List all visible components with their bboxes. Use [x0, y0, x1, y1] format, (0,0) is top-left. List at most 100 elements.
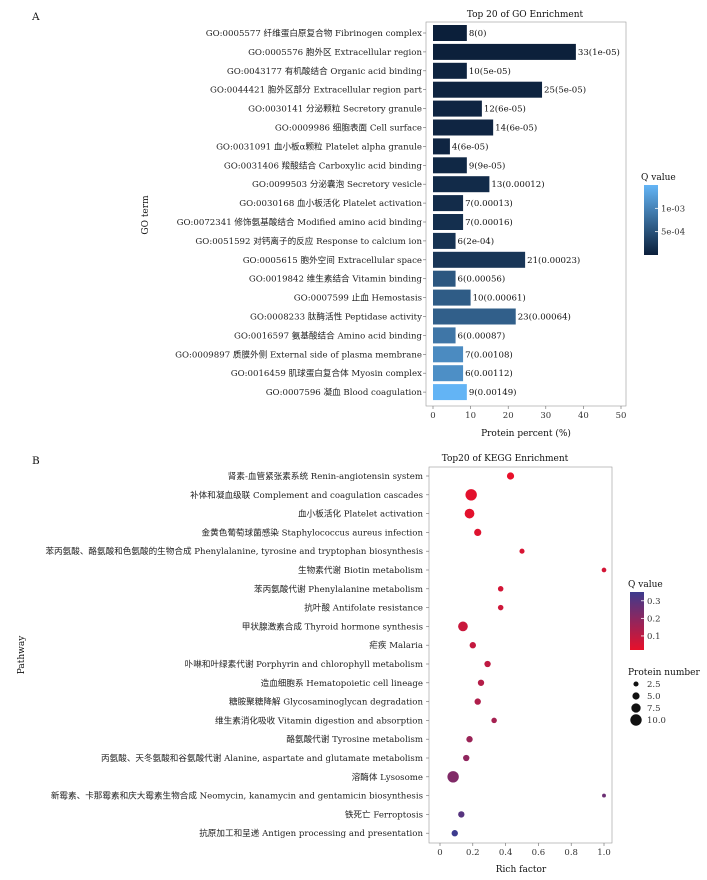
- go-term-label: GO:0019842 维生素结合 Vitamin binding: [249, 273, 423, 285]
- go-bar: [433, 62, 467, 79]
- go-term-label: GO:0099503 分泌囊泡 Secretory vesicle: [252, 178, 422, 190]
- kegg-legend: Q value Protein number 0.3 0.2 0.1 2.5 5.0 7.…: [628, 580, 700, 726]
- kegg-point: [519, 548, 525, 554]
- go-bar-label: 6(0.00056): [458, 274, 506, 285]
- kegg-point: [506, 472, 515, 480]
- go-bar: [433, 214, 464, 230]
- go-term-label: GO:0005577 纤维蛋白原复合物 Fibrinogen complex: [206, 27, 422, 39]
- go-bar-label: 21(0.00023): [527, 255, 580, 266]
- kegg-point: [458, 811, 465, 818]
- go-bar-label: 8(0): [469, 28, 487, 39]
- go-bar-label: 25(5e-05): [544, 85, 586, 96]
- go-bar: [433, 346, 464, 363]
- go-bar: [433, 384, 467, 401]
- kegg-x-tick-label: 0: [437, 848, 442, 858]
- panel-label-b: B: [32, 455, 40, 467]
- kegg-x-tick-label: 0.2: [466, 848, 480, 858]
- go-bar-label: 9(9e-05): [469, 160, 506, 171]
- kegg-pathway-label: 金黄色葡萄球菌感染 Staphylococcus aureus infectio…: [202, 526, 424, 538]
- go-term-label: GO:0031406 羧酸结合 Carboxylic acid binding: [224, 159, 423, 171]
- go-legend-tick-label: 1e-03: [661, 204, 685, 214]
- kegg-point: [497, 604, 504, 611]
- kegg-pathway-label: 铁死亡 Ferroptosis: [345, 808, 423, 820]
- kegg-pathway-label: 苯丙氨酸、酪氨酸和色氨酸的生物合成 Phenylalanine, tyrosin…: [45, 545, 423, 557]
- go-bar: [433, 327, 456, 344]
- kegg-pathway-label: 甲状腺激素合成 Thyroid hormone synthesis: [242, 620, 423, 632]
- kegg-pathway-label: 维生素消化吸收 Vitamin digestion and absorption: [215, 714, 423, 726]
- go-bar: [433, 289, 471, 306]
- kegg-point: [474, 698, 481, 705]
- kegg-x-tick-label: 0.8: [564, 848, 578, 858]
- go-x-tick-label: 0: [430, 411, 435, 421]
- kegg-legend-tick-label: 0.3: [647, 597, 661, 607]
- go-bar: [433, 270, 456, 287]
- panel-label-a: A: [31, 11, 40, 23]
- kegg-point: [458, 621, 468, 632]
- kegg-point: [466, 736, 473, 743]
- kegg-pathway-label: 抗原加工和呈递 Antigen processing and presentat…: [199, 827, 423, 839]
- go-bar-label: 23(0.00064): [518, 312, 571, 323]
- go-bar: [433, 81, 543, 98]
- kegg-point: [447, 771, 459, 783]
- kegg-size-legend-dot: [633, 681, 639, 687]
- kegg-pathway-label: 苯丙氨酸代谢 Phenylalanine metabolism: [254, 583, 423, 595]
- go-bar-label: 7(0.00016): [465, 217, 513, 228]
- go-x-axis-title: Protein percent (%): [481, 428, 571, 439]
- kegg-point: [451, 830, 458, 837]
- go-plot-panel: [425, 21, 627, 407]
- go-x-tick-label: 20: [503, 411, 514, 421]
- kegg-size-legend-dot: [630, 714, 642, 726]
- go-term-label: GO:0030168 血小板活化 Platelet activation: [239, 197, 422, 209]
- go-bar: [433, 232, 456, 249]
- go-bar: [433, 195, 464, 212]
- go-y-axis-title: GO term: [141, 195, 151, 235]
- go-qvalue-legend: Q value 1e-03 5e-04: [641, 173, 685, 255]
- kegg-point: [464, 508, 475, 519]
- go-bar: [433, 138, 450, 155]
- go-x-tick-label: 10: [465, 411, 476, 421]
- go-legend-tick-label: 5e-04: [661, 228, 685, 238]
- go-term-label: GO:0007596 凝血 Blood coagulation: [266, 386, 423, 398]
- go-term-label: GO:0016597 氨基酸结合 Amino acid binding: [234, 329, 423, 341]
- kegg-x-tick-label: 0.4: [499, 848, 513, 858]
- go-x-tick-label: 50: [616, 411, 627, 421]
- go-x-tick-label: 40: [578, 411, 589, 421]
- go-legend-colorbar: [644, 185, 658, 255]
- kegg-pathway-label: 卟啉和叶绿素代谢 Porphyrin and chlorophyll metab…: [185, 658, 423, 670]
- kegg-size-legend-dot: [631, 703, 641, 713]
- go-term-label: GO:0005615 胞外空间 Extracellular space: [243, 254, 422, 266]
- kegg-size-legend-label: 7.5: [647, 704, 661, 714]
- go-term-label: GO:0072341 修饰氨基酸结合 Modified amino acid b…: [177, 216, 423, 228]
- go-term-label: GO:0007599 止血 Hemostasis: [294, 292, 422, 304]
- go-bar: [433, 119, 494, 136]
- kegg-pathway-label: 抗叶酸 Antifolate resistance: [304, 602, 423, 614]
- kegg-y-axis-title: Pathway: [17, 635, 27, 674]
- kegg-point: [491, 717, 497, 724]
- kegg-pathway-label: 丙氨酸、天冬氨酸和谷氨酸代谢 Alanine, aspartate and gl…: [101, 752, 423, 764]
- kegg-chart-title: Top20 of KEGG Enrichment: [442, 454, 569, 464]
- kegg-size-legend-label: 5.0: [647, 692, 661, 702]
- kegg-point: [602, 793, 606, 798]
- kegg-x-tick-label: 1.0: [597, 848, 611, 858]
- kegg-point: [484, 660, 491, 668]
- kegg-point: [477, 679, 485, 686]
- go-term-label: GO:0009986 细胞表面 Cell surface: [275, 122, 422, 134]
- go-bar-label: 10(5e-05): [469, 66, 511, 77]
- go-chart-title: Top 20 of GO Enrichment: [467, 10, 584, 20]
- kegg-size-legend-title: Protein number: [628, 668, 700, 678]
- go-term-label: GO:0044421 胞外区部分 Extracellular region pa…: [210, 84, 423, 96]
- go-bar: [433, 43, 576, 60]
- go-x-tick-label: 30: [540, 411, 551, 421]
- go-term-label: GO:0008233 肽酶活性 Peptidase activity: [250, 311, 422, 323]
- kegg-pathway-label: 糖胺聚糖降解 Glycosaminoglycan degradation: [229, 696, 424, 708]
- go-enrichment-chart: Top 20 of GO Enrichment GO term Protein …: [141, 10, 685, 439]
- go-bar-label: 6(0.00087): [458, 330, 506, 341]
- go-bar-label: 6(2e-04): [458, 236, 495, 247]
- kegg-legend-tick-label: 0.2: [647, 614, 661, 624]
- go-bar-label: 33(1e-05): [578, 47, 620, 58]
- kegg-pathway-label: 溶酶体 Lysosome: [352, 771, 423, 783]
- go-term-label: GO:0043177 有机酸结合 Organic acid binding: [227, 65, 423, 77]
- kegg-pathway-label: 新霉素、卡那霉素和庆大霉素生物合成 Neomycin, kanamycin an…: [51, 790, 423, 802]
- go-bar-label: 9(0.00149): [469, 387, 517, 398]
- kegg-pathway-label: 酪氨酸代谢 Tyrosine metabolism: [286, 733, 423, 745]
